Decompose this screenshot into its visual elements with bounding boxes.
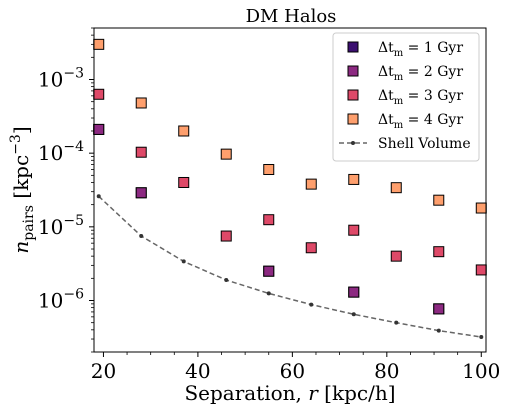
legend-box bbox=[332, 32, 480, 162]
legend-line-marker bbox=[351, 141, 355, 145]
data-point-series-2 bbox=[135, 187, 147, 199]
x-tick-label: 80 bbox=[374, 359, 399, 383]
data-point-series-3 bbox=[135, 146, 147, 158]
shell-volume-point bbox=[479, 334, 484, 339]
shell-volume-layer bbox=[96, 194, 484, 339]
legend-label: Shell Volume bbox=[378, 136, 471, 152]
legend: Δtm = 1 Gyr Δtm = 2 Gyr Δtm = 3 Gyr Δtm = 4… bbox=[332, 32, 480, 162]
data-point-series-3 bbox=[263, 214, 275, 226]
data-point-series-4 bbox=[178, 125, 190, 137]
data-point-series-2 bbox=[433, 303, 445, 315]
x-tick-label: 20 bbox=[91, 359, 116, 383]
shell-volume-line bbox=[98, 195, 482, 338]
y-axis-label: npairs [kpc−3] bbox=[8, 126, 37, 253]
data-point-series-3 bbox=[220, 230, 232, 242]
data-point-series-3 bbox=[178, 176, 190, 188]
data-point-series-3 bbox=[475, 264, 487, 276]
data-points-layer bbox=[93, 38, 487, 315]
legend-marker bbox=[347, 89, 359, 101]
data-point-series-4 bbox=[390, 182, 402, 194]
y-tick-label: 10−4 bbox=[38, 139, 84, 165]
legend-marker bbox=[347, 113, 359, 125]
legend-label: Δtm = 1 Gyr bbox=[378, 40, 463, 59]
data-point-series-4 bbox=[348, 173, 360, 185]
legend-marker bbox=[347, 41, 359, 53]
legend-label: Δtm = 4 Gyr bbox=[378, 112, 463, 131]
data-point-series-4 bbox=[93, 38, 105, 50]
legend-label: Δtm = 2 Gyr bbox=[378, 64, 463, 83]
data-point-series-4 bbox=[433, 194, 445, 206]
data-point-series-4 bbox=[263, 164, 275, 176]
y-axis-ticks: 10−6 10−5 10−4 10−3 bbox=[38, 27, 94, 353]
data-point-series-4 bbox=[220, 148, 232, 160]
data-point-series-4 bbox=[475, 202, 487, 214]
shell-volume-point bbox=[181, 259, 186, 264]
legend-marker bbox=[347, 65, 359, 77]
shell-volume-point bbox=[351, 312, 356, 317]
shell-volume-point bbox=[436, 328, 441, 333]
data-point-series-2 bbox=[348, 286, 360, 298]
shell-volume-point bbox=[309, 302, 314, 307]
data-point-series-3 bbox=[390, 250, 402, 262]
y-tick-label: 10−6 bbox=[38, 287, 84, 313]
x-tick-label: 40 bbox=[185, 359, 210, 383]
data-point-series-3 bbox=[305, 242, 317, 254]
x-tick-label: 60 bbox=[280, 359, 305, 383]
shell-volume-point bbox=[224, 277, 229, 282]
data-point-series-4 bbox=[305, 178, 317, 190]
data-point-series-2 bbox=[263, 265, 275, 277]
y-tick-label: 10−5 bbox=[38, 213, 84, 239]
y-tick-label: 10−3 bbox=[38, 65, 84, 91]
x-axis-ticks: 20 40 60 80 100 bbox=[91, 352, 500, 383]
plot-frame bbox=[93, 27, 487, 353]
shell-volume-point bbox=[139, 234, 144, 239]
data-point-series-2 bbox=[93, 123, 105, 135]
chart-title: DM Halos bbox=[246, 6, 337, 27]
data-point-series-3 bbox=[433, 246, 445, 258]
shell-volume-point bbox=[394, 320, 399, 325]
shell-volume-point bbox=[96, 194, 101, 199]
data-point-series-3 bbox=[93, 88, 105, 100]
legend-label: Δtm = 3 Gyr bbox=[378, 88, 463, 107]
data-point-series-4 bbox=[135, 97, 147, 109]
data-point-series-3 bbox=[348, 224, 360, 236]
shell-volume-point bbox=[266, 291, 271, 296]
x-axis-label: Separation, r [kpc/h] bbox=[184, 381, 395, 405]
x-tick-label: 100 bbox=[462, 359, 500, 383]
